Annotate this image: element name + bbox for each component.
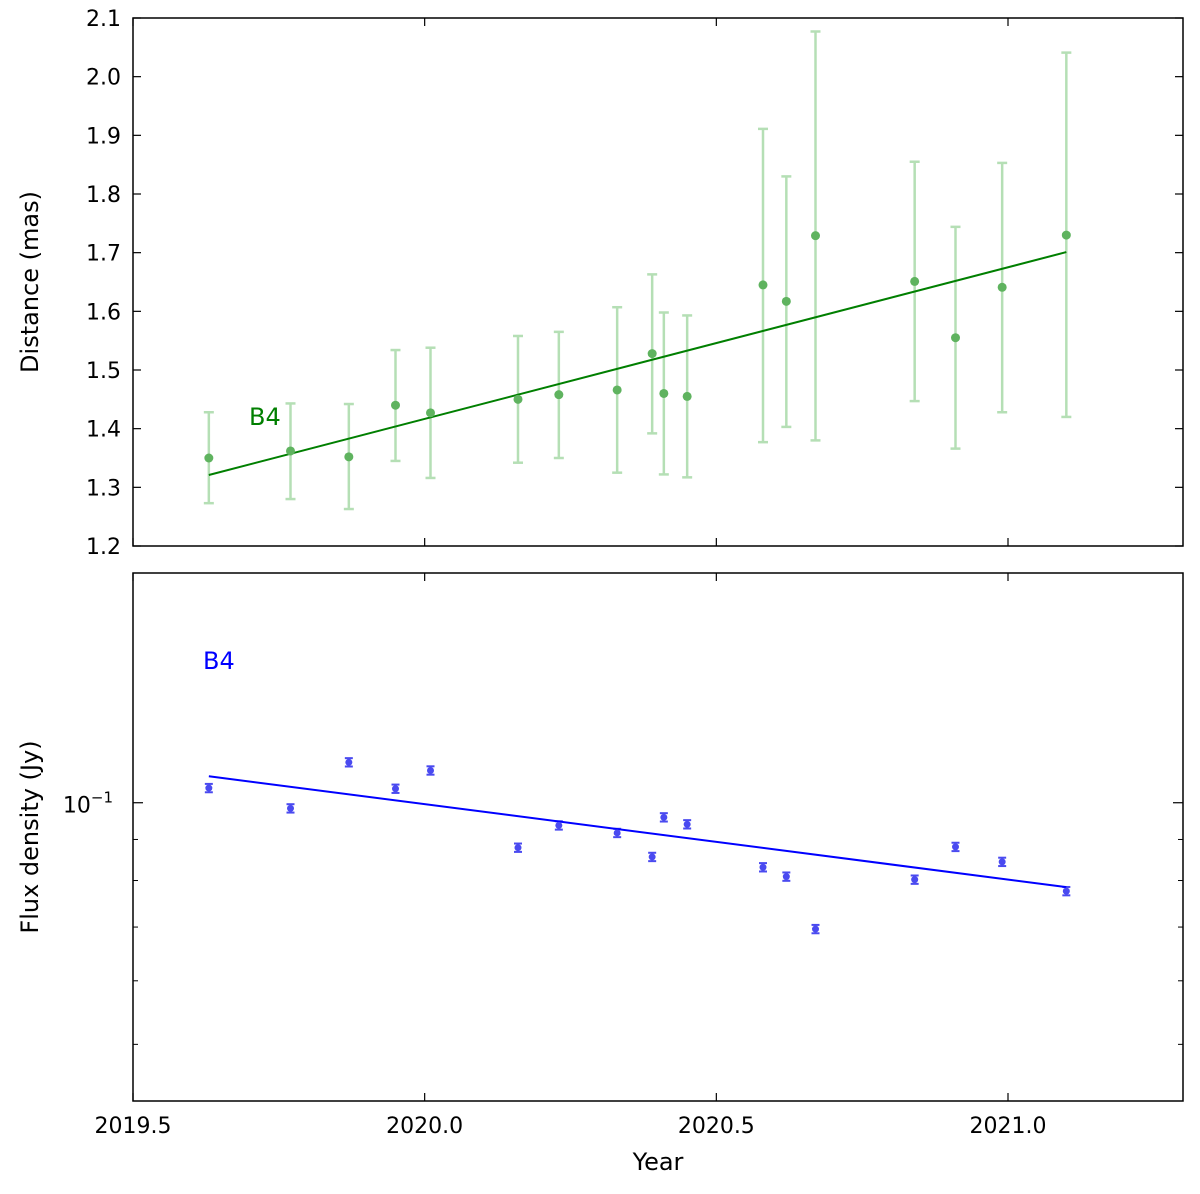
distance-point	[286, 446, 295, 456]
flux-point	[287, 804, 294, 812]
x-tick-label: 2020.0	[386, 1114, 463, 1139]
distance-y-tick-label: 1.9	[86, 124, 121, 149]
distance-point	[811, 231, 820, 241]
flux-point	[427, 766, 434, 774]
distance-point	[612, 385, 622, 395]
distance-point	[997, 282, 1007, 292]
flux-point	[660, 813, 668, 821]
flux-fit-line	[208, 775, 1067, 889]
distance-point	[391, 400, 400, 410]
flux-y-axis-label: Flux density (Jy)	[16, 740, 44, 933]
distance-point	[659, 388, 669, 398]
flux-panel: 2019.5 2020.0 2020.5 2021.0 Flux density (J…	[16, 572, 1184, 1176]
flux-errorbars	[204, 757, 1071, 935]
flux-point	[613, 829, 621, 837]
distance-b4-annotation: B4	[249, 403, 281, 431]
distance-point	[781, 296, 791, 306]
distance-y-tick-label: 1.8	[86, 183, 121, 208]
distance-y-tick-label: 1.5	[86, 359, 121, 384]
x-axis-label: Year	[632, 1148, 684, 1176]
distance-point	[758, 280, 768, 290]
distance-ticks: 1.2 1.3 1.4 1.5 1.6 1.7 1.8 1.9 2.0 2.1	[86, 7, 1183, 560]
distance-point	[647, 349, 657, 359]
flux-fit-line-group	[208, 775, 1067, 889]
distance-point	[513, 394, 523, 404]
flux-point	[952, 843, 959, 851]
distance-fit-line	[208, 251, 1067, 476]
x-tick-label: 2021.0	[970, 1114, 1047, 1139]
distance-point	[910, 276, 920, 286]
x-tick-label: 2019.5	[95, 1114, 172, 1139]
flux-point	[911, 876, 919, 884]
distance-errorbars	[203, 30, 1072, 511]
flux-point	[392, 785, 399, 793]
distance-y-tick-label: 1.7	[86, 242, 121, 267]
distance-point	[951, 333, 960, 343]
distance-point	[682, 391, 692, 401]
flux-point	[812, 925, 819, 933]
distance-points	[204, 230, 1071, 463]
distance-point	[344, 452, 354, 462]
flux-points	[205, 758, 1070, 933]
flux-point	[345, 758, 353, 766]
distance-y-tick-label: 2.0	[86, 66, 121, 91]
distance-y-tick-label: 2.1	[86, 7, 121, 32]
flux-point	[998, 858, 1006, 866]
flux-b4-annotation: B4	[203, 647, 235, 675]
flux-point	[782, 873, 790, 881]
distance-point	[204, 453, 214, 463]
flux-point	[514, 844, 522, 852]
flux-point	[1062, 887, 1070, 895]
distance-y-axis-label: Distance (mas)	[16, 191, 44, 373]
x-tick-label: 2020.5	[678, 1114, 755, 1139]
distance-y-tick-label: 1.3	[86, 476, 121, 501]
distance-y-tick-label: 1.2	[86, 535, 121, 560]
distance-y-tick-label: 1.4	[86, 418, 121, 443]
distance-point	[554, 390, 564, 400]
flux-ticks: 2019.5 2020.0 2020.5 2021.0	[95, 573, 1183, 1139]
flux-y-tick-label: 10−1	[63, 789, 113, 819]
flux-point	[205, 784, 213, 792]
flux-point	[555, 821, 563, 829]
distance-y-tick-label: 1.6	[86, 300, 121, 325]
flux-point	[683, 820, 691, 828]
flux-plot-frame	[132, 572, 1184, 1102]
distance-plot-frame	[132, 17, 1184, 547]
distance-fit-line-group	[208, 251, 1067, 476]
distance-point	[426, 408, 435, 418]
flux-point	[648, 853, 656, 861]
distance-point	[1061, 230, 1071, 240]
distance-panel: 1.2 1.3 1.4 1.5 1.6 1.7 1.8 1.9 2.0 2.1 Distance …	[16, 7, 1184, 560]
flux-point	[759, 863, 767, 871]
